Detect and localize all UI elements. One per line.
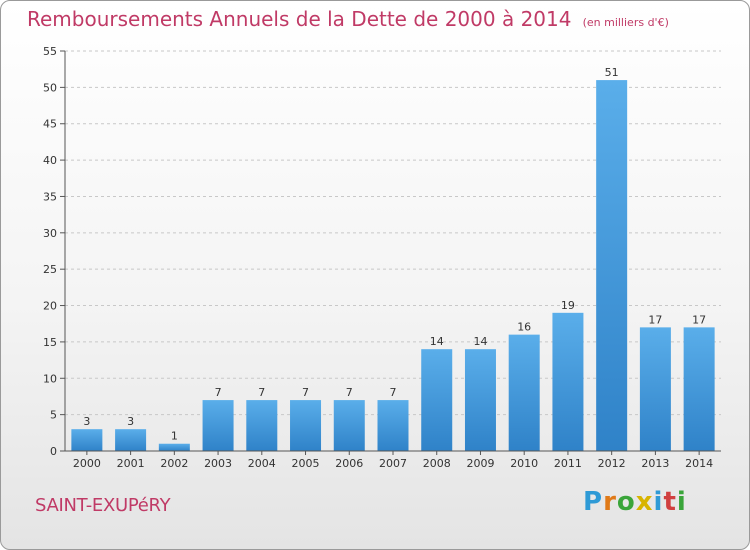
data-label: 14 [430,335,444,348]
y-tick-label: 25 [43,263,57,276]
bar [115,429,147,451]
bar [202,400,234,451]
x-tick-label: 2014 [685,457,713,470]
data-label: 1 [171,430,178,443]
data-label: 17 [692,313,706,326]
bar [552,312,584,451]
proxiti-logo: Proxiti [583,487,687,517]
x-tick-label: 2003 [204,457,232,470]
y-tick-label: 55 [43,45,57,58]
x-tick-label: 2005 [292,457,320,470]
x-tick-label: 2007 [379,457,407,470]
y-tick-label: 15 [43,336,57,349]
x-tick-label: 2001 [117,457,145,470]
x-tick-label: 2012 [598,457,626,470]
bar [246,400,278,451]
data-label: 7 [346,386,353,399]
y-tick-label: 30 [43,227,57,240]
bar [683,327,715,451]
x-tick-label: 2009 [466,457,494,470]
y-tick-label: 50 [43,81,57,94]
bar [421,349,453,451]
data-label: 7 [258,386,265,399]
data-label: 7 [390,386,397,399]
bar [464,349,496,451]
data-label: 51 [605,66,619,79]
data-label: 19 [561,299,575,312]
logo-letter: t [663,487,677,517]
unit-note: (en milliers d'€) [582,16,669,29]
x-tick-label: 2006 [335,457,363,470]
bar [333,400,365,451]
y-tick-label: 5 [50,409,57,422]
title-text: Remboursements Annuels de la Dette de 20… [27,7,572,31]
logo-letter: o [616,487,636,517]
bar [508,334,540,451]
logo-letter: i [653,487,664,517]
x-tick-label: 2008 [423,457,451,470]
data-label: 3 [83,415,90,428]
x-tick-label: 2010 [510,457,538,470]
bar [290,400,322,451]
y-tick-label: 45 [43,118,57,131]
y-tick-label: 40 [43,154,57,167]
bar [71,429,103,451]
data-label: 7 [302,386,309,399]
x-tick-label: 2002 [160,457,188,470]
bar [639,327,671,451]
logo-letter: x [635,487,654,517]
logo-letter: P [583,487,604,517]
data-label: 7 [215,386,222,399]
data-label: 17 [648,313,662,326]
commune-name: SAINT-EXUPéRY [35,495,171,516]
chart-title: Remboursements Annuels de la Dette de 20… [27,7,669,31]
data-label: 14 [473,335,487,348]
x-tick-label: 2011 [554,457,582,470]
bar [377,400,409,451]
x-tick-label: 2000 [73,457,101,470]
y-tick-label: 20 [43,300,57,313]
y-tick-label: 0 [50,445,57,458]
logo-letter: i [676,487,687,517]
data-label: 3 [127,415,134,428]
bar [596,80,628,451]
y-tick-label: 10 [43,372,57,385]
bar [158,443,190,451]
x-tick-label: 2004 [248,457,276,470]
y-tick-label: 35 [43,190,57,203]
logo-letter: r [603,487,617,517]
data-label: 16 [517,321,531,334]
x-tick-label: 2013 [641,457,669,470]
